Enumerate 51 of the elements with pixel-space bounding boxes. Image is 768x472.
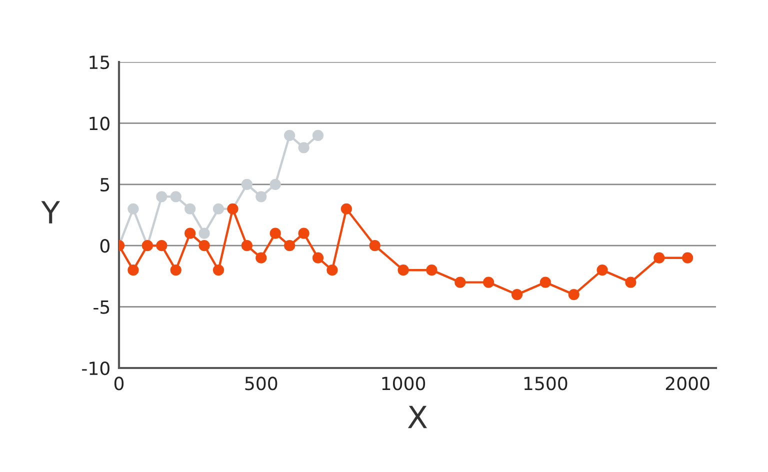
point [326, 264, 338, 276]
point [540, 276, 551, 288]
point [212, 203, 224, 214]
point [625, 276, 636, 288]
point [212, 264, 224, 276]
point [340, 203, 352, 214]
y-tick-label: 0 [100, 239, 110, 253]
point [284, 130, 296, 141]
point [128, 264, 139, 276]
y-tick-label: 15 [90, 56, 110, 70]
point [369, 240, 380, 252]
x-tick-label: 1000 [382, 376, 426, 390]
point [184, 203, 196, 214]
x-tick-label: 2000 [666, 376, 710, 390]
point [198, 228, 210, 239]
y-axis-title: Y [41, 201, 60, 224]
point [298, 142, 310, 154]
point [156, 240, 168, 252]
point [682, 252, 694, 264]
point [511, 289, 523, 300]
x-tick-label: 500 [245, 376, 278, 390]
point [256, 191, 267, 202]
point [270, 228, 281, 239]
point [596, 264, 608, 276]
point [156, 191, 168, 202]
point [256, 252, 267, 264]
point [241, 240, 252, 252]
point [270, 178, 281, 190]
point [426, 264, 438, 276]
point [312, 130, 324, 141]
y-tick-label: -5 [94, 300, 110, 314]
x-tick-label: 1500 [524, 376, 568, 390]
point [568, 289, 580, 300]
point [170, 264, 182, 276]
point [483, 276, 494, 288]
point [170, 191, 182, 202]
y-tick-label: -10 [82, 361, 110, 376]
point [398, 264, 409, 276]
point [298, 228, 310, 239]
y-tick-label: 5 [100, 178, 110, 192]
point [312, 252, 324, 264]
point [198, 240, 210, 252]
point [128, 203, 139, 214]
x-tick-label: 0 [114, 376, 124, 390]
point [454, 276, 466, 288]
point [241, 178, 252, 190]
point [184, 228, 196, 239]
point [284, 240, 296, 252]
point [654, 252, 665, 264]
x-axis-title: X [408, 406, 428, 428]
y-tick-label: 10 [90, 116, 110, 130]
